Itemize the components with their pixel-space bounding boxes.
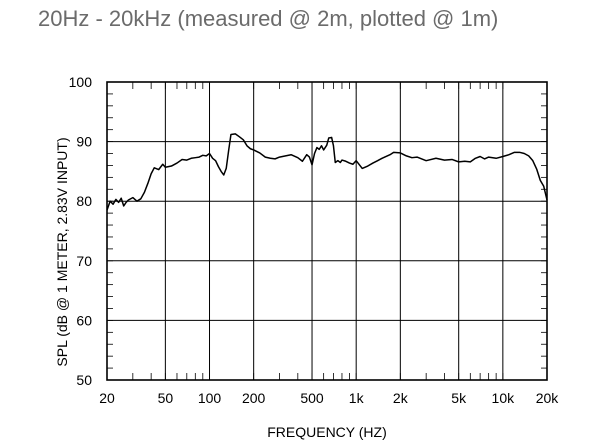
y-tick-label: 60	[76, 312, 92, 328]
y-tick-label: 80	[76, 193, 92, 209]
plot-frame	[106, 81, 548, 381]
y-tick-label: 50	[76, 372, 92, 388]
y-tick-label: 100	[69, 74, 93, 90]
x-tick-label: 20	[99, 390, 115, 406]
y-tick-label: 90	[76, 134, 92, 150]
page-title: 20Hz - 20kHz (measured @ 2m, plotted @ 1…	[38, 6, 499, 31]
x-tick-label: 2k	[393, 390, 409, 406]
y-axis-title: SPL (dB @ 1 METER, 2.83V INPUT)	[54, 137, 70, 366]
x-tick-label: 500	[300, 390, 324, 406]
x-tick-label: 100	[198, 390, 222, 406]
x-tick-label: 50	[158, 390, 174, 406]
series-line-spl	[106, 133, 548, 211]
x-tick-label: 1k	[349, 390, 365, 406]
grid	[106, 81, 548, 381]
x-axis-title: FREQUENCY (HZ)	[267, 424, 387, 440]
x-tick-label: 5k	[451, 390, 467, 406]
x-tick-label: 200	[242, 390, 266, 406]
minor-ticks	[106, 81, 548, 381]
x-tick-label: 20k	[536, 390, 560, 406]
x-tick-label: 10k	[492, 390, 516, 406]
x-tick-labels: 20 50 100 200 500 1k 2k 5k 10k 20k	[99, 390, 559, 406]
y-tick-labels: 50 60 70 80 90 100	[69, 74, 93, 388]
y-tick-label: 70	[76, 253, 92, 269]
